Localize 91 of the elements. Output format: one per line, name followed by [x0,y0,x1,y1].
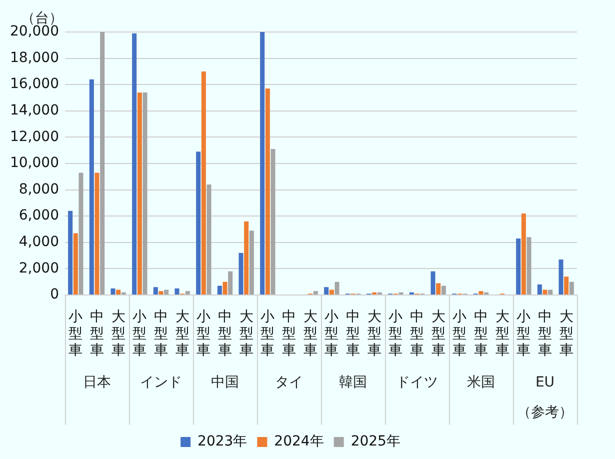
y-tick-label: 2,000 [18,260,59,276]
x-tick-label: 大型車 [111,309,126,359]
y-tick-label: 16,000 [10,76,59,92]
x-tick-label: 小型車 [132,309,147,359]
bar [174,288,180,294]
bar [132,33,137,294]
bar [110,288,116,294]
bar [441,286,446,294]
bar [222,282,228,294]
bar [164,290,169,294]
text: 中国 [210,374,239,391]
text: 日本 [82,374,111,391]
y-tick-label: 10,000 [10,155,59,172]
x-tick-label: 小型車 [452,309,467,359]
bar [142,92,148,294]
bar [116,290,121,294]
text: インド [140,374,182,391]
y-tick-label: 0 [50,286,59,303]
bar [542,290,548,294]
x-tick-label: 大型車 [239,309,254,359]
y-tick-label: 6,000 [18,208,59,224]
x-tick-label: 中型車 [474,309,488,359]
y-tick-label: 8,000 [18,181,59,198]
bar [94,172,100,294]
bar [206,184,212,294]
bar [478,291,484,294]
x-tick-label: 小型車 [196,309,211,359]
x-tick-label: 大型車 [303,309,318,359]
x-tick-label: 中型車 [538,309,552,359]
y-tick-label: 14,000 [10,102,59,119]
x-tick-label: 中型車 [410,309,424,359]
bar [270,149,276,294]
text: ドイツ [396,374,438,391]
x-tick-label: 中型車 [282,309,296,359]
bar [313,291,318,294]
y-tick-label: 18,000 [10,50,59,66]
bar [430,271,436,294]
bar [153,287,158,294]
bar [89,79,94,294]
bar [526,237,532,294]
bar [537,284,542,294]
bar [329,290,334,294]
y-tick-label: 20,000 [10,24,59,40]
x-tick-label: 大型車 [431,309,446,359]
bar [516,238,521,294]
x-tick-label: 中型車 [218,309,232,359]
x-tick-label: 小型車 [388,309,403,359]
bar [238,252,244,294]
x-tick-label: 大型車 [559,309,574,359]
bar [201,71,206,294]
bar [228,271,233,294]
text: EU（参考） [517,374,573,421]
x-tick-label: 小型車 [260,309,275,359]
bar [260,32,265,294]
x-tick-label: 小型車 [324,309,339,359]
bar [185,291,190,294]
x-tick-label: 大型車 [495,309,510,359]
x-tick-label: 小型車 [516,309,531,359]
bar [100,32,105,294]
bar [158,291,164,294]
bar [78,172,84,294]
x-tick-label: 中型車 [346,309,360,359]
bar [244,221,249,294]
bar [249,230,254,294]
bar [564,276,569,294]
y-tick-label: 4,000 [18,234,59,250]
bar [217,286,222,294]
bar [68,210,73,294]
bar [436,283,441,294]
x-tick-label: 大型車 [367,309,382,359]
bar [558,259,564,294]
text: 韓国 [338,374,367,391]
bar [334,282,340,294]
text: 米国 [466,374,495,391]
legend-label: 2023年 [198,434,248,450]
y-tick-label: 12,000 [10,128,59,145]
bar [73,233,78,294]
legend-label: 2024年 [274,434,324,450]
x-tick-label: 小型車 [68,309,83,359]
bar [196,152,201,294]
bar [324,287,329,294]
x-tick-label: 中型車 [154,309,168,359]
bar [137,92,142,294]
legend-label: 2025年 [350,434,400,450]
bar [265,88,270,294]
x-tick-label: 中型車 [90,309,104,359]
text: タイ [274,374,303,391]
bar [521,213,526,294]
bar [569,282,574,294]
bar [548,290,553,294]
x-tick-label: 大型車 [175,309,190,359]
